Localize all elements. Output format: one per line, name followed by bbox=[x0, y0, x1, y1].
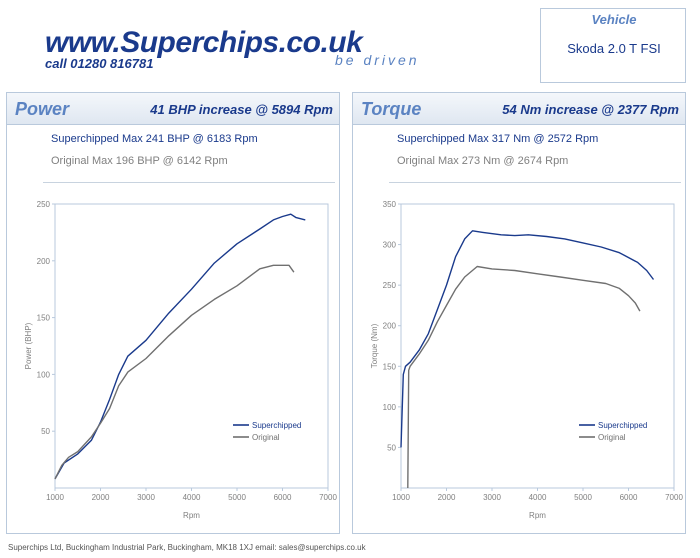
power-x-tick-label: 7000 bbox=[319, 493, 337, 502]
torque-x-axis-label: Rpm bbox=[529, 511, 546, 520]
power-plot-area bbox=[54, 203, 329, 489]
torque-x-tick-label: 5000 bbox=[574, 493, 592, 502]
torque-y-tick-label: 300 bbox=[383, 241, 397, 250]
torque-x-tick-label: 4000 bbox=[529, 493, 547, 502]
power-x-tick-label: 4000 bbox=[183, 493, 201, 502]
torque-legend-label-superchipped: Superchipped bbox=[598, 421, 647, 430]
power-series-line-original bbox=[54, 264, 295, 480]
torque-divider bbox=[389, 182, 681, 183]
power-x-axis-label: Rpm bbox=[183, 511, 200, 520]
torque-x-tick-label: 2000 bbox=[438, 493, 456, 502]
vehicle-box: Vehicle Skoda 2.0 T FSI bbox=[540, 8, 686, 83]
vehicle-title: Vehicle bbox=[591, 12, 637, 27]
power-increase-text: 41 BHP increase @ 5894 Rpm bbox=[150, 102, 333, 117]
torque-panel: Torque 54 Nm increase @ 2377 Rpm Superch… bbox=[352, 92, 686, 534]
torque-x-tick-label: 1000 bbox=[392, 493, 410, 502]
torque-original-note: Original Max 273 Nm @ 2674 Rpm bbox=[397, 155, 569, 167]
power-panel: Power 41 BHP increase @ 5894 Rpm Superch… bbox=[6, 92, 340, 534]
torque-series-line-superchipped bbox=[400, 230, 655, 448]
power-x-tick-label: 6000 bbox=[274, 493, 292, 502]
power-series-line-superchipped bbox=[54, 213, 306, 480]
torque-y-tick-label: 50 bbox=[387, 443, 396, 452]
power-panel-title: Power bbox=[15, 99, 70, 119]
torque-chart: 50 100 150 200 250 300 350 1000 2000 3000 4000 5000… bbox=[370, 200, 683, 520]
site-url[interactable]: www.Superchips.co.uk bbox=[45, 26, 363, 59]
torque-x-tick-label: 7000 bbox=[665, 493, 683, 502]
power-legend-label-superchipped: Superchipped bbox=[252, 421, 301, 430]
power-panel-header: Power 41 BHP increase @ 5894 Rpm bbox=[7, 93, 339, 125]
torque-y-tick-label: 200 bbox=[383, 322, 397, 331]
torque-superchipped-note: Superchipped Max 317 Nm @ 2572 Rpm bbox=[397, 133, 599, 145]
power-chart: 50 100 150 200 250 1000 2000 3000 4000 5000 6000 70… bbox=[24, 200, 337, 520]
torque-y-tick-label: 350 bbox=[383, 200, 397, 209]
torque-y-tick-label: 250 bbox=[383, 281, 397, 290]
power-y-axis-label: Power (BHP) bbox=[24, 322, 33, 369]
power-original-note: Original Max 196 BHP @ 6142 Rpm bbox=[51, 155, 228, 167]
power-superchipped-note: Superchipped Max 241 BHP @ 6183 Rpm bbox=[51, 133, 258, 145]
power-x-tick-label: 3000 bbox=[137, 493, 155, 502]
power-x-tick-label: 5000 bbox=[228, 493, 246, 502]
power-divider bbox=[43, 182, 335, 183]
torque-y-tick-label: 150 bbox=[383, 362, 397, 371]
power-y-tick-label: 200 bbox=[37, 257, 51, 266]
tagline: be driven bbox=[335, 52, 420, 68]
torque-plot-area bbox=[400, 203, 675, 489]
torque-x-tick-label: 6000 bbox=[620, 493, 638, 502]
power-x-tick-label: 2000 bbox=[92, 493, 110, 502]
power-y-tick-label: 100 bbox=[37, 370, 51, 379]
torque-series-line-original bbox=[407, 265, 641, 489]
power-legend-label-original: Original bbox=[252, 433, 280, 442]
power-x-tick-label: 1000 bbox=[46, 493, 64, 502]
power-y-tick-label: 250 bbox=[37, 200, 51, 209]
phone-number: call 01280 816781 bbox=[45, 56, 154, 71]
power-y-tick-label: 150 bbox=[37, 314, 51, 323]
torque-legend-label-original: Original bbox=[598, 433, 626, 442]
torque-y-tick-label: 100 bbox=[383, 403, 397, 412]
torque-panel-title: Torque bbox=[361, 99, 422, 119]
torque-y-axis-label: Torque (Nm) bbox=[370, 323, 379, 368]
vehicle-name: Skoda 2.0 T FSI bbox=[567, 41, 661, 56]
footer-address: Superchips Ltd, Buckingham Industrial Pa… bbox=[8, 543, 366, 552]
torque-x-tick-label: 3000 bbox=[483, 493, 501, 502]
torque-panel-header: Torque 54 Nm increase @ 2377 Rpm bbox=[353, 93, 685, 125]
power-y-tick-label: 50 bbox=[41, 427, 50, 436]
torque-increase-text: 54 Nm increase @ 2377 Rpm bbox=[502, 102, 679, 117]
